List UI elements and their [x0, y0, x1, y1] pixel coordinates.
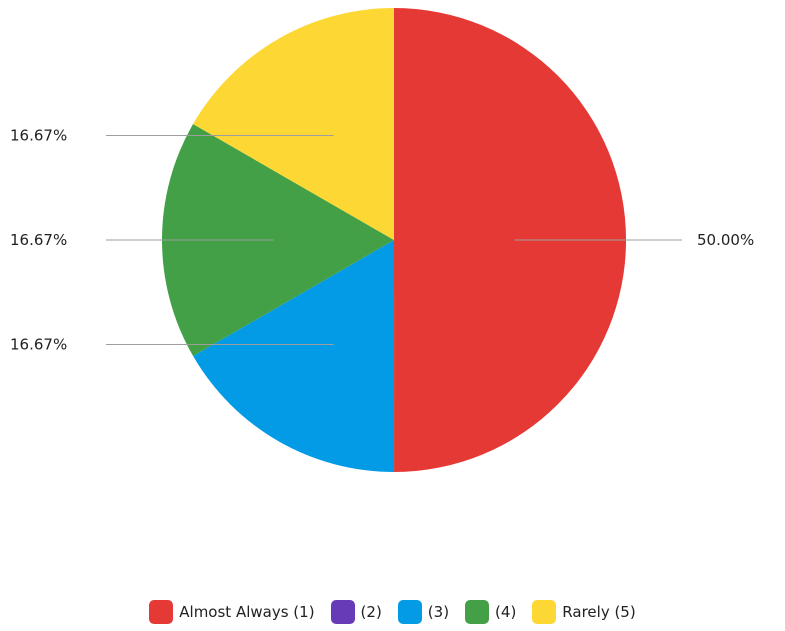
- pie-chart: 50.00% 16.67% 16.67% 16.67%: [10, 7, 754, 473]
- legend-swatch: [149, 600, 174, 624]
- legend-swatch: [532, 600, 557, 624]
- pie-slice[interactable]: [193, 8, 394, 240]
- legend-item-2[interactable]: (2): [330, 600, 382, 624]
- percentage-label: 50.00%: [697, 231, 754, 249]
- legend-swatch: [465, 600, 490, 624]
- legend-label: (4): [495, 603, 517, 621]
- legend-label: (3): [427, 603, 450, 621]
- legend-item-rarely[interactable]: Rarely (5): [532, 600, 636, 624]
- legend-label: Almost Always (1): [179, 603, 315, 621]
- percentage-label: 16.67%: [10, 231, 67, 249]
- percentage-labels: 50.00% 16.67% 16.67% 16.67%: [10, 127, 754, 354]
- legend-item-3[interactable]: (3): [397, 600, 450, 624]
- legend-swatch: [397, 600, 422, 624]
- legend: Almost Always (1) (2) (3) (4) Rarely (5): [0, 598, 785, 626]
- legend-item-4[interactable]: (4): [465, 600, 516, 624]
- pie-slice[interactable]: [193, 240, 395, 473]
- pie-slice[interactable]: [394, 7, 627, 472]
- legend-label: Rarely (5): [562, 603, 636, 621]
- pie-slice[interactable]: [161, 124, 394, 357]
- percentage-label: 16.67%: [10, 127, 67, 145]
- legend-item-almost-always[interactable]: Almost Always (1): [149, 600, 315, 624]
- leader-lines: [106, 135, 682, 345]
- percentage-label: 16.67%: [10, 335, 67, 353]
- legend-label: (2): [360, 603, 382, 621]
- pie-slices: [161, 7, 627, 473]
- legend-swatch: [330, 600, 355, 624]
